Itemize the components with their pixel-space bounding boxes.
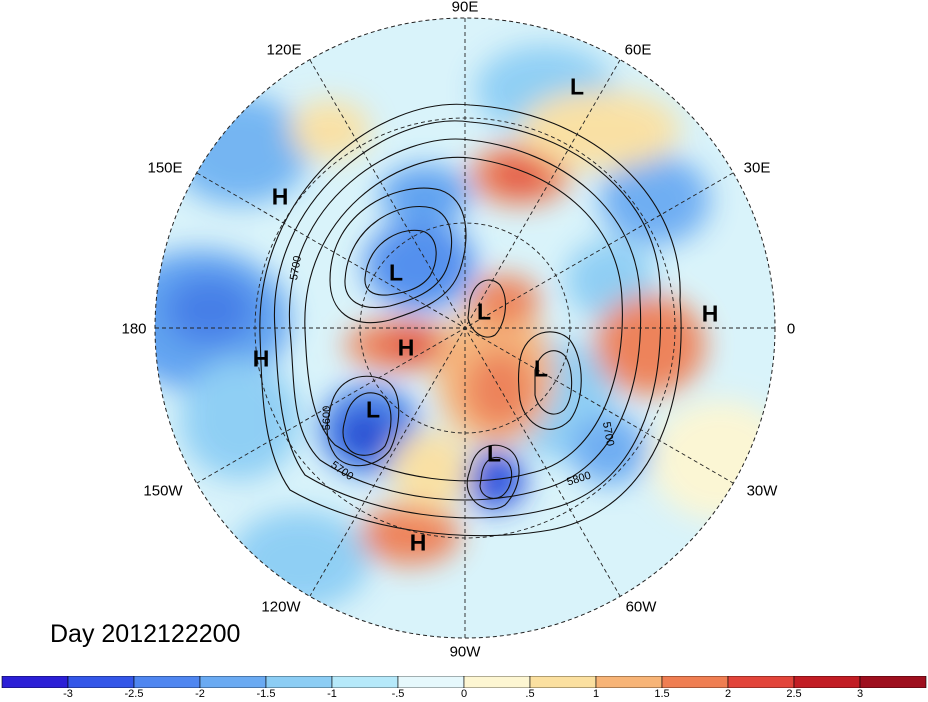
colorbar-tick-label: -2 bbox=[195, 688, 205, 700]
lon-label-150w: 150W bbox=[143, 482, 183, 500]
colorbar-tick-label: 2 bbox=[724, 688, 732, 700]
map-boundary bbox=[154, 17, 776, 639]
colorbar-swatch bbox=[529, 676, 597, 688]
colorbar-swatch bbox=[463, 676, 531, 688]
height-contours bbox=[259, 103, 682, 537]
pressure-center-marker: L bbox=[533, 355, 549, 382]
lon-label-180: 180 bbox=[121, 320, 147, 338]
pressure-center-marker: H bbox=[271, 183, 289, 210]
colorbar-swatch bbox=[595, 676, 663, 688]
polar-stereographic-map bbox=[154, 17, 776, 639]
colorbar-swatch bbox=[859, 676, 927, 688]
colorbar bbox=[1, 676, 927, 688]
lon-label-60w: 60W bbox=[625, 598, 657, 616]
pressure-center-marker: L bbox=[365, 396, 381, 423]
contour-label: 5600 bbox=[321, 405, 333, 431]
lon-label-90e: 90E bbox=[451, 0, 479, 16]
colorbar-tick-label: -.5 bbox=[391, 688, 405, 700]
colorbar-swatch bbox=[661, 676, 729, 688]
lon-label-0: 0 bbox=[786, 320, 796, 338]
lon-label-90w: 90W bbox=[449, 643, 481, 661]
colorbar-swatch bbox=[133, 676, 201, 688]
lon-label-30w: 30W bbox=[746, 482, 778, 500]
anomaly-field bbox=[155, 18, 775, 638]
colorbar-swatch bbox=[265, 676, 333, 688]
colorbar-tick-label: -1 bbox=[327, 688, 337, 700]
colorbar-swatch bbox=[199, 676, 267, 688]
lon-label-60e: 60E bbox=[624, 41, 652, 59]
colorbar-swatch bbox=[397, 676, 465, 688]
pressure-center-marker: H bbox=[701, 300, 719, 327]
pressure-center-marker: L bbox=[388, 259, 404, 286]
colorbar-tick-label: 3 bbox=[856, 688, 864, 700]
lon-label-120e: 120E bbox=[266, 41, 302, 59]
colorbar-tick-label: -1.5 bbox=[256, 688, 276, 700]
colorbar-swatch bbox=[1, 676, 69, 688]
lon-label-150e: 150E bbox=[147, 159, 183, 177]
pressure-center-marker: L bbox=[476, 298, 492, 325]
pressure-center-marker: L bbox=[569, 73, 585, 100]
map-title: Day 2012122200 bbox=[50, 620, 241, 648]
colorbar-tick-label: 0 bbox=[460, 688, 468, 700]
pressure-center-marker: H bbox=[252, 345, 270, 372]
colorbar-tick-label: 1.5 bbox=[654, 688, 670, 700]
pressure-center-marker: H bbox=[409, 529, 427, 556]
colorbar-tick-label: 2.5 bbox=[786, 688, 802, 700]
colorbar-swatch bbox=[727, 676, 795, 688]
colorbar-swatch bbox=[331, 676, 399, 688]
lon-label-30e: 30E bbox=[743, 159, 771, 177]
meridians bbox=[155, 18, 775, 638]
pressure-center-marker: L bbox=[486, 440, 502, 467]
colorbar-tick-label: -2.5 bbox=[124, 688, 144, 700]
colorbar-swatch bbox=[793, 676, 861, 688]
colorbar-swatch bbox=[67, 676, 135, 688]
colorbar-tick-label: .5 bbox=[525, 688, 535, 700]
lon-label-120w: 120W bbox=[261, 598, 301, 616]
colorbar-tick-label: -3 bbox=[63, 688, 73, 700]
pressure-center-marker: H bbox=[397, 334, 415, 361]
colorbar-tick-label: 1 bbox=[592, 688, 600, 700]
